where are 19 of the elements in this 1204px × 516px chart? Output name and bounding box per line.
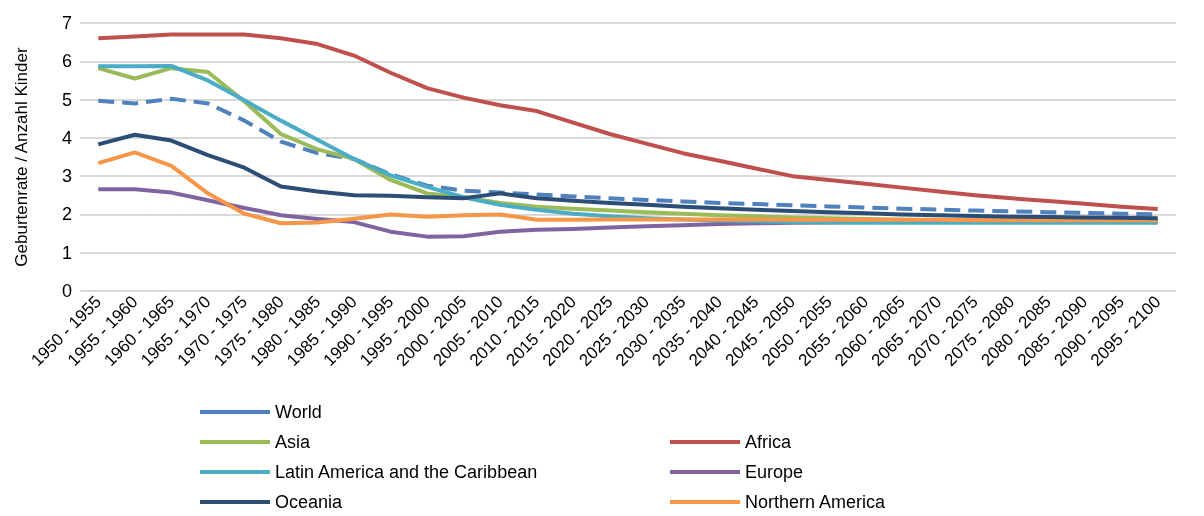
line-series [96,132,1160,221]
y-tick-label: 7 [61,13,72,33]
legend-label: Europe [745,462,804,482]
y-tick-label: 1 [61,242,72,263]
legend-label: World [275,402,322,422]
y-tick-label: 3 [61,166,72,187]
line-series [96,32,1160,212]
legend-label: Asia [275,432,311,452]
y-tick-label: 4 [61,127,72,148]
y-axis-title: Geburtenrate / Anzahl Kinder [12,47,31,267]
legend-label: Latin America and the Caribbean [275,462,538,482]
legend-label: Northern America [745,492,887,512]
line-series [96,150,1160,226]
y-tick-label: 2 [61,204,72,225]
y-tick-label: 6 [61,51,72,72]
legend-label: Africa [745,432,792,452]
y-tick-label: 0 [61,281,72,301]
legend-label: Oceania [275,492,344,512]
y-tick-label: 5 [61,89,72,110]
